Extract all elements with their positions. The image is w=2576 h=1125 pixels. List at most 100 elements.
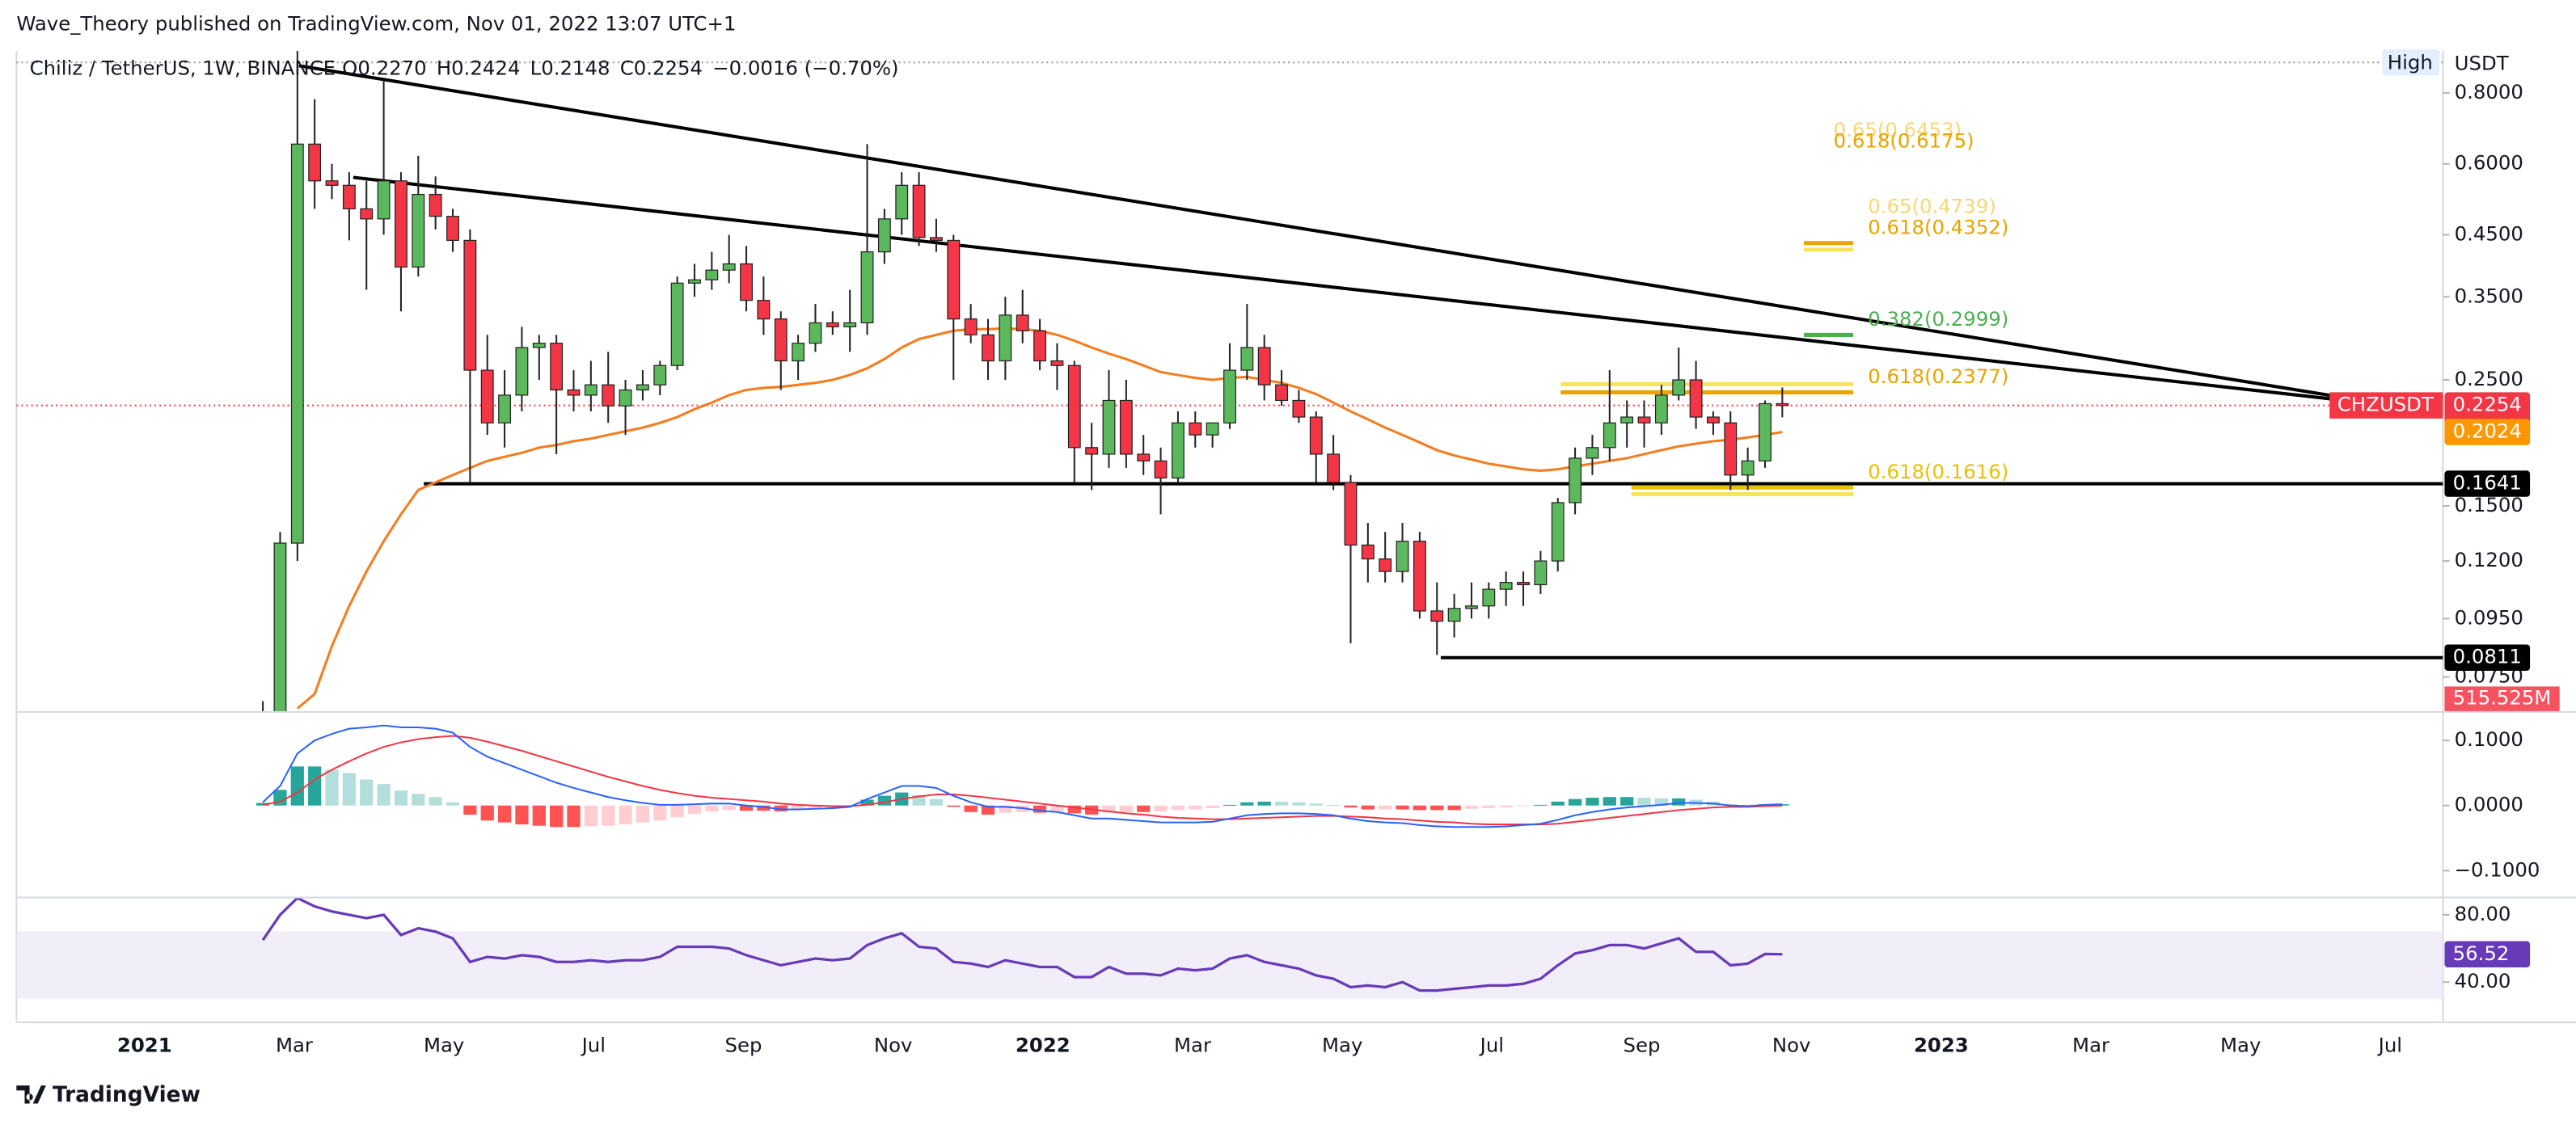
candle-body <box>999 314 1012 362</box>
candle-body <box>1102 399 1116 455</box>
candle-body <box>1154 460 1168 478</box>
candle-body <box>1344 482 1358 546</box>
candle-body <box>757 300 771 320</box>
macd-tick-label: 0.1000 <box>2455 727 2523 751</box>
candle-body <box>947 239 961 320</box>
logo: TradingView <box>16 1082 201 1107</box>
price-label-box <box>2444 470 2531 497</box>
candle-body <box>1689 379 1703 418</box>
macd-histogram-bar <box>1102 805 1116 813</box>
candle-body <box>1240 347 1254 371</box>
macd-histogram-bar <box>1741 804 1755 806</box>
candle-body <box>1033 330 1047 362</box>
candle-body <box>1361 544 1375 560</box>
x-tick-label: Nov <box>1772 1033 1811 1056</box>
candle-body <box>377 180 391 220</box>
candle-body <box>1119 399 1133 455</box>
macd-histogram-bar <box>1033 805 1047 813</box>
macd-histogram-bar <box>1171 805 1185 811</box>
macd-histogram-bar <box>1413 805 1427 811</box>
candle-body <box>930 237 943 242</box>
macd-histogram-bar <box>394 790 408 806</box>
x-tick-label: Jul <box>581 1033 606 1056</box>
macd-histogram-bar <box>757 805 771 811</box>
fib-level-label: 0.618(0.6175) <box>1834 129 1974 153</box>
macd-histogram-bar <box>1137 805 1151 812</box>
price-label: 0.0811 <box>2453 645 2522 668</box>
candle-body <box>1499 582 1513 590</box>
macd-histogram-bar <box>687 805 702 815</box>
macd-histogram-bar <box>1482 805 1496 808</box>
ohlc-open: O0.2270 <box>342 56 426 79</box>
candle-body <box>515 347 529 396</box>
rsi-value-box <box>2444 941 2531 968</box>
x-tick-label: Nov <box>874 1033 913 1056</box>
macd-histogram-bar <box>429 797 442 806</box>
x-tick-label: 2023 <box>1914 1033 1969 1056</box>
macd-histogram-bar <box>619 805 632 825</box>
macd-histogram-bar <box>1551 801 1565 806</box>
main-pane: 0.65(0.6453)0.618(0.6175)0.65(0.4739)0.6… <box>16 51 2443 711</box>
axes: Chiliz / TetherUS, 1W, BINANCE O0.2270 H0.… <box>30 56 2560 1056</box>
fib-level-label: 0.618(0.4352) <box>1868 215 2008 238</box>
trendline <box>298 64 2333 398</box>
macd-tick-label: 0.0000 <box>2455 793 2523 816</box>
candle-body <box>290 143 304 544</box>
macd-histogram-bar <box>964 805 978 812</box>
frame <box>15 51 2576 1023</box>
candle-body <box>636 384 649 391</box>
macd-histogram-bar <box>412 794 425 806</box>
macd-histogram-bar <box>1499 805 1513 808</box>
x-tick-label: Jul <box>1479 1033 1504 1056</box>
candle-body <box>843 322 857 327</box>
macd-histogram-bar <box>1516 805 1531 807</box>
candle-body <box>809 322 822 344</box>
macd-histogram-bar <box>1326 804 1341 806</box>
rsi-pane <box>16 898 2443 999</box>
candle-body <box>1741 460 1755 476</box>
macd-histogram-bar <box>1240 802 1254 806</box>
x-tick-label: Mar <box>2072 1033 2110 1056</box>
macd-histogram-bar <box>1257 801 1271 806</box>
macd-histogram-bar <box>1534 804 1548 806</box>
macd-histogram-bar <box>1620 797 1634 806</box>
candle-body <box>1137 453 1151 461</box>
candle-body <box>1327 453 1341 483</box>
macd-histogram-bar <box>584 805 598 827</box>
macd-histogram-bar <box>1292 802 1306 806</box>
chart-title: Chiliz / TetherUS, 1W, BINANCE O0.2270 H0.… <box>30 56 899 79</box>
macd-histogram-bar <box>1274 801 1289 806</box>
candle-body <box>1707 416 1720 423</box>
x-tick-label: Mar <box>1174 1033 1212 1056</box>
macd-pane <box>255 724 1789 828</box>
rsi-band <box>16 931 2443 999</box>
candle-body <box>1465 605 1478 609</box>
macd-histogram-bar <box>929 798 944 806</box>
macd-histogram-bar <box>774 805 788 811</box>
candle-body <box>1517 582 1530 586</box>
macd-histogram-bar <box>1223 804 1237 806</box>
candle-body <box>1620 416 1634 423</box>
candle-body <box>1603 422 1616 449</box>
candle-body <box>1482 588 1496 607</box>
candle-body <box>1206 422 1219 436</box>
trendline <box>353 175 2333 401</box>
candle-body <box>498 394 511 423</box>
macd-histogram-bar <box>1586 798 1599 806</box>
candle-body <box>1759 402 1772 461</box>
fib-level-label: 0.618(0.1616) <box>1868 460 2008 483</box>
candle-body <box>395 180 408 268</box>
y-tick-label: 0.2500 <box>2455 367 2523 390</box>
rsi-tick-label: 80.00 <box>2455 902 2511 925</box>
candle-body <box>532 343 546 348</box>
candle-body <box>1275 384 1288 402</box>
candle-body <box>619 389 632 407</box>
candle-body <box>1724 422 1738 476</box>
candle-body <box>567 389 581 396</box>
macd-histogram-bar <box>290 766 304 806</box>
symbol-box <box>2329 392 2443 419</box>
candle-body <box>1379 558 1392 572</box>
candle-body <box>1586 447 1599 459</box>
candle-body <box>964 318 978 335</box>
macd-histogram-bar <box>1603 797 1616 806</box>
